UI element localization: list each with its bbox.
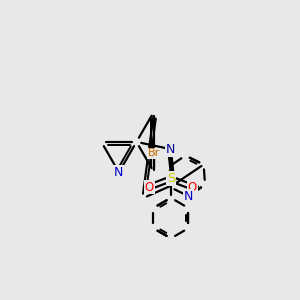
Text: N: N [184,190,193,202]
Text: O: O [145,181,154,194]
Text: N: N [166,143,176,156]
Text: S: S [167,172,175,185]
Text: N: N [114,166,124,179]
Text: Br: Br [148,148,160,158]
Text: O: O [188,181,197,194]
